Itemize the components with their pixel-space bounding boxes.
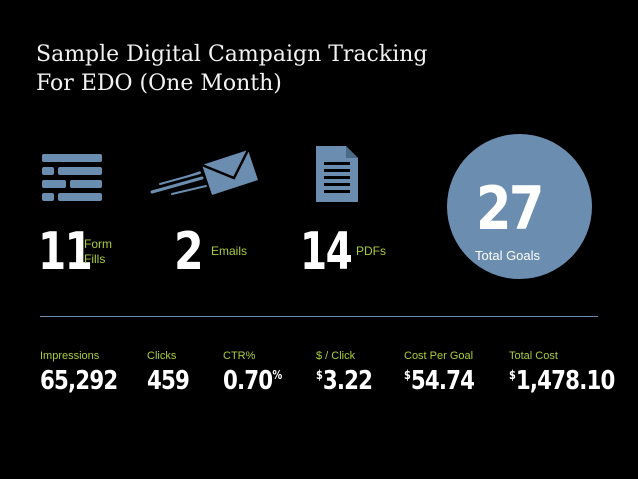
title-line-2: For EDO (One Month)	[36, 71, 282, 96]
total-cost-label: Total Cost	[509, 350, 558, 362]
pdfs-label: PDFs	[356, 244, 386, 258]
cost-per-goal-label: Cost Per Goal	[404, 350, 474, 362]
cost-per-click-label: $ / Click	[316, 350, 356, 362]
total-goals-value: 27	[476, 174, 544, 244]
emails-label: Emails	[211, 244, 248, 258]
document-icon	[316, 146, 358, 202]
total-cost-prefix: $	[509, 368, 516, 382]
cost-per-goal-prefix: $	[404, 368, 411, 382]
impressions-label: Impressions	[40, 350, 100, 362]
cost-per-goal-number: 54.74	[410, 366, 475, 396]
total-cost-number: 1,478.10	[515, 366, 615, 396]
page-title: Sample Digital Campaign Tracking For EDO…	[36, 40, 428, 98]
ctr-label: CTR%	[223, 350, 256, 362]
form-fills-label: Form Fills	[84, 237, 112, 267]
divider	[40, 316, 598, 317]
ctr-number: 0.70	[223, 366, 273, 396]
pdfs-value: 14	[300, 222, 353, 282]
total-goals-circle: 27 Total Goals	[447, 134, 592, 279]
cost-per-goal-value: $54.74	[404, 366, 475, 396]
impressions-number: 65,292	[40, 366, 118, 396]
clicks-number: 459	[147, 366, 190, 396]
emails-value: 2	[174, 222, 204, 282]
clicks-value: 459	[147, 366, 190, 396]
ctr-value: 0.70%	[223, 366, 282, 396]
cost-per-click-value: $3.22	[316, 366, 373, 396]
cost-per-click-prefix: $	[316, 368, 323, 382]
envelope-icon	[150, 149, 258, 195]
cost-per-click-number: 3.22	[322, 366, 373, 396]
form-fills-value: 11	[38, 222, 93, 282]
form-icon	[42, 154, 102, 201]
impressions-value: 65,292	[40, 366, 118, 396]
form-fills-label-line-1: Form	[84, 237, 112, 251]
total-goals-label: Total Goals	[475, 248, 541, 263]
total-cost-value: $1,478.10	[509, 366, 615, 396]
form-fills-label-line-2: Fills	[84, 252, 106, 266]
ctr-suffix: %	[272, 368, 283, 382]
clicks-label: Clicks	[147, 350, 177, 362]
title-line-1: Sample Digital Campaign Tracking	[36, 42, 428, 67]
